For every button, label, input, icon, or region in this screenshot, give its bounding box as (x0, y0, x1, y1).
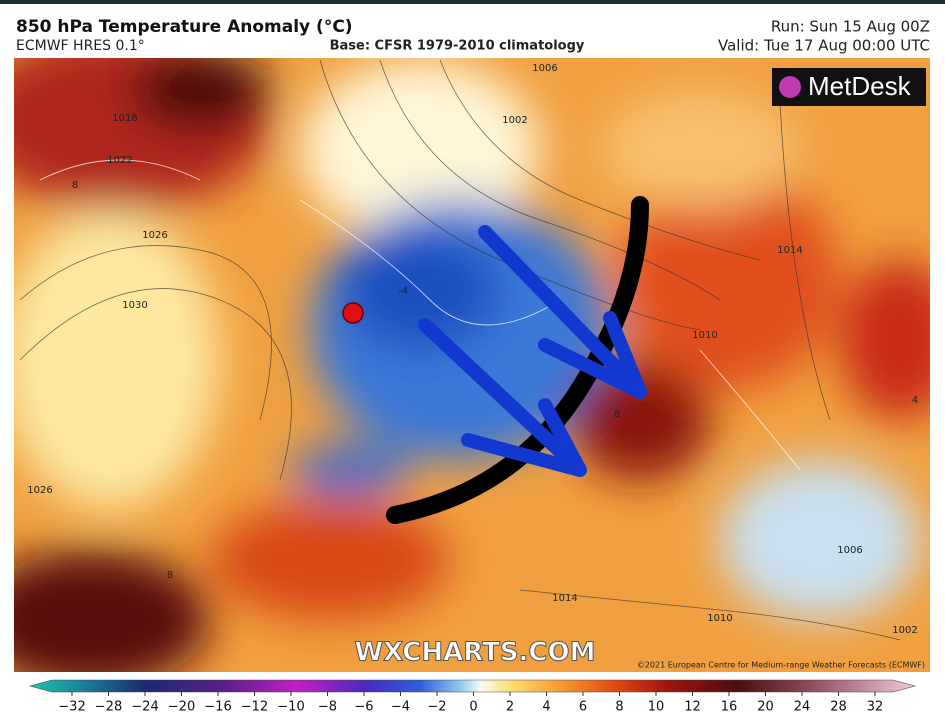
contour-label: 1006 (532, 63, 557, 74)
model: ECMWF HRES 0.1° (16, 38, 145, 54)
colorbar-label: 20 (757, 700, 774, 715)
colorbar (28, 679, 917, 693)
contour-label: 1010 (692, 330, 717, 341)
colorbar-label: 24 (794, 700, 811, 715)
colorbar-label: 6 (579, 700, 587, 715)
contour-label: -4 (398, 286, 408, 297)
colorbar-label: −6 (354, 700, 373, 715)
colorbar-label: 2 (506, 700, 514, 715)
colorbar-label: 4 (542, 700, 550, 715)
contour-label: 1026 (142, 230, 167, 241)
colorbar-label: 10 (648, 700, 665, 715)
contour-label: 1002 (892, 625, 917, 636)
contour-label: 1014 (552, 593, 577, 604)
marker (342, 302, 364, 324)
run: Run: Sun 15 Aug 00Z (771, 18, 930, 36)
colorbar-label: −10 (277, 700, 304, 715)
colorbar-label: −32 (58, 700, 85, 715)
credit: ©2021 European Centre for Medium-range W… (637, 661, 925, 670)
colorbar-label: −24 (131, 700, 158, 715)
colorbar-label: −2 (427, 700, 446, 715)
map: MetDesk WXCHARTS.COM ©2021 European Cent… (14, 58, 930, 672)
colorbar-label: 8 (615, 700, 623, 715)
watermark: WXCHARTS.COM (354, 638, 595, 668)
base: Base: CFSR 1979-2010 climatology (330, 39, 585, 54)
logo-icon (779, 76, 801, 98)
colorbar-label: −28 (95, 700, 122, 715)
colorbar-label: 0 (469, 700, 477, 715)
contour-label: 4 (912, 395, 918, 406)
colorbar-label: −4 (391, 700, 410, 715)
valid: Valid: Tue 17 Aug 00:00 UTC (718, 37, 930, 55)
front-line (386, 196, 649, 524)
contour-label: 1026 (27, 485, 52, 496)
colorbar-label: 32 (867, 700, 884, 715)
colorbar-label: 16 (721, 700, 738, 715)
top-bar (0, 0, 945, 4)
contour-label: 8 (614, 409, 620, 420)
colorbar-label: −12 (241, 700, 268, 715)
colorbar-label: −8 (318, 700, 337, 715)
colorbar-label: 28 (830, 700, 847, 715)
colorbar-label: −16 (204, 700, 231, 715)
contour-label: 1006 (837, 545, 862, 556)
arrows (418, 225, 647, 477)
contour-label: 1002 (502, 115, 527, 126)
logo: MetDesk (808, 71, 912, 101)
contour-label: 1018 (112, 113, 137, 124)
contour-label: 1022 (107, 155, 132, 166)
colorbar-label: −20 (168, 700, 195, 715)
contour-label: 8 (167, 570, 173, 581)
colorbar-label: 12 (684, 700, 701, 715)
title: 850 hPa Temperature Anomaly (°C) (16, 17, 353, 37)
contour-label: 1030 (122, 300, 147, 311)
contour-label: 8 (72, 180, 78, 191)
contour-label: 1010 (707, 613, 732, 624)
contour-label: 1014 (777, 245, 802, 256)
